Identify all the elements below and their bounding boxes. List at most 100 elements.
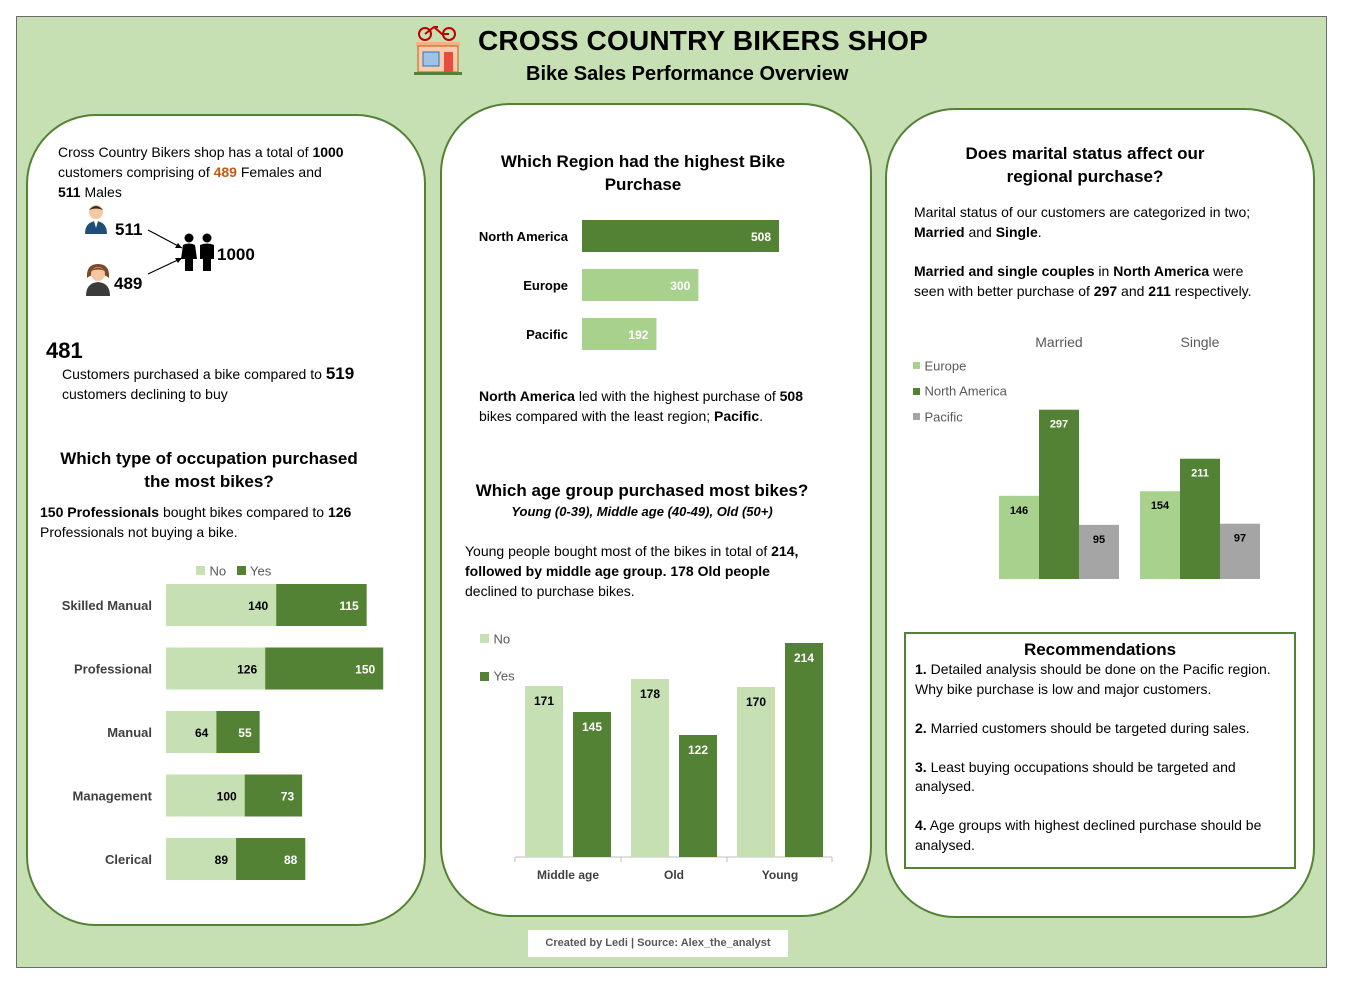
occupation-chart: Skilled Manual 140 115 Professional 126 150 Ma…: [28, 116, 424, 924]
occupation-bar-no: [166, 838, 237, 880]
occupation-bar-yes: [236, 838, 306, 880]
recommendations-title: Recommendations: [1023, 640, 1177, 659]
occupation-value-yes: 55: [238, 726, 252, 740]
age-legend-yes-swatch: [480, 671, 489, 681]
occupation-summary-3: 126: [327, 504, 352, 520]
occupation-label: Manual: [107, 725, 152, 740]
recommendation-text: Married customers should be targeted dur…: [926, 719, 1250, 736]
intro-text-3: Females and: [236, 164, 322, 180]
age-category-label: Old: [664, 868, 684, 882]
marital-category-label: Single: [1181, 334, 1220, 350]
occupation-bar-no: [166, 584, 277, 626]
recommendation-number: 3.: [915, 758, 927, 775]
marital-bar: [1039, 409, 1079, 579]
region-summary-4: bikes compared with the least region;: [479, 408, 715, 424]
marital-bar: [1079, 524, 1119, 579]
region-value: 508: [751, 230, 771, 244]
male-total: 511: [58, 184, 81, 200]
marital-text-2d: .: [1037, 224, 1042, 240]
purchase-text-2: customers declining to buy: [62, 386, 228, 402]
marital-legend-pacific-swatch: [913, 412, 920, 420]
marital-value: 97: [1234, 533, 1246, 545]
marital-text-2c: Single: [995, 224, 1038, 240]
occupation-value-yes: 88: [284, 853, 298, 867]
age-heading: Which age group purchased most bikes?: [475, 481, 809, 500]
age-summary-2: 214,: [771, 543, 799, 559]
recommendations-box: Recommendations 1. Detailed analysis sho…: [904, 632, 1296, 869]
age-legend: No Yes: [480, 620, 515, 695]
customer-intro: Cross Country Bikers shop has a total of…: [58, 142, 378, 202]
occupation-value-yes: 150: [355, 663, 375, 677]
region-age-panel: Which Region had the highest Bike Purcha…: [440, 103, 872, 917]
marital-text-4d: 211: [1148, 283, 1171, 299]
marital-bar: [1220, 523, 1260, 579]
marital-value: 154: [1151, 500, 1170, 512]
combined-count: 1000: [217, 245, 255, 264]
recommendation-number: 4.: [915, 817, 927, 833]
age-legend-no-label: No: [493, 631, 511, 647]
occupation-summary-1: 150 Professionals: [40, 504, 160, 520]
occupation-legend: No Yes: [196, 562, 271, 580]
occupation-label: Management: [73, 789, 153, 804]
age-bar-no: [737, 687, 775, 857]
occupation-value-no: 140: [248, 599, 268, 613]
marital-text-4b: 297: [1093, 283, 1118, 299]
occupation-heading: Which type of occupation purchased the m…: [60, 449, 358, 491]
occupation-value-no: 64: [195, 726, 209, 740]
region-chart: North America 508 Europe 300 Pacific 192: [442, 105, 870, 915]
age-value-no: 171: [534, 694, 554, 708]
customers-panel: Cross Country Bikers shop has a total of…: [26, 114, 426, 926]
arrows-icon: [147, 229, 183, 275]
age-groups-note: Young (0-39), Middle age (40-49), Old (5…: [511, 504, 773, 519]
recommendation-text: Age groups with highest declined purchas…: [915, 817, 1262, 853]
recommendations-list: 1. Detailed analysis should be done on t…: [906, 660, 1294, 855]
age-category-label: Young: [762, 868, 798, 882]
marital-text-3d: were: [1209, 263, 1244, 279]
occupation-value-yes: 115: [339, 599, 359, 613]
region-label: Europe: [523, 278, 568, 293]
region-summary-2: led with the highest purchase of: [574, 388, 780, 404]
region-bar: [582, 220, 780, 252]
occupation-bar-yes: [244, 774, 303, 817]
age-chart: 171 145 Middle age 178 122 Old 170 214 Young: [442, 105, 870, 915]
age-bar-no: [525, 686, 563, 857]
marital-text: Marital status of our customers are cate…: [914, 202, 1294, 301]
intro-text-2: customers comprising of: [58, 164, 214, 180]
couple-icon: [181, 233, 214, 271]
marital-text-3b: in: [1094, 263, 1114, 279]
region-label: Pacific: [526, 327, 568, 342]
age-value-yes: 214: [794, 651, 814, 665]
marital-text-4c: and: [1117, 283, 1149, 299]
age-summary-3: followed by middle age group. 178 Old pe…: [465, 563, 770, 579]
marital-heading: Does marital status affect our regional …: [965, 144, 1205, 186]
recommendation-item: 1. Detailed analysis should be done on t…: [915, 660, 1286, 699]
bike-shop-icon: [414, 25, 462, 75]
age-summary: Young people bought most of the bikes in…: [465, 541, 845, 601]
region-chart-svg: North America 508 Europe 300 Pacific 192: [479, 220, 780, 350]
legend-yes-label: Yes: [249, 563, 272, 579]
age-legend-yes-label: Yes: [493, 668, 515, 684]
occupation-label: Clerical: [105, 852, 152, 867]
page-subtitle: Bike Sales Performance Overview: [526, 63, 849, 85]
marital-text-3a: Married and single couples: [914, 263, 1095, 279]
region-bar: [582, 269, 699, 301]
occupation-summary-4: Professionals not buying a bike.: [40, 524, 238, 540]
footer-credit: Created by Ledi | Source: Alex_the_analy…: [528, 930, 788, 957]
occupation-value-yes: 73: [281, 790, 295, 804]
marital-legend-europe-swatch: [913, 362, 920, 370]
recommendation-item: 2. Married customers should be targeted …: [915, 719, 1286, 739]
occupation-value-no: 89: [215, 853, 229, 867]
age-bar-no: [631, 679, 669, 857]
marital-bar: [1180, 458, 1220, 579]
region-value: 300: [670, 279, 690, 293]
bike-shop-logo: [412, 24, 464, 76]
occupation-bar-yes: [216, 711, 260, 753]
marital-chart: Married 146 297 95 Single 154 211 97: [887, 110, 1313, 916]
age-bar-yes: [785, 643, 823, 857]
age-value-no: 178: [640, 687, 660, 701]
occupation-bar-yes: [276, 584, 367, 626]
occupation-bar-no: [166, 711, 217, 753]
age-category-label: Middle age: [537, 868, 599, 882]
age-value-yes: 122: [688, 743, 708, 757]
purchase-summary: Customers purchased a bike compared to 5…: [62, 364, 392, 404]
